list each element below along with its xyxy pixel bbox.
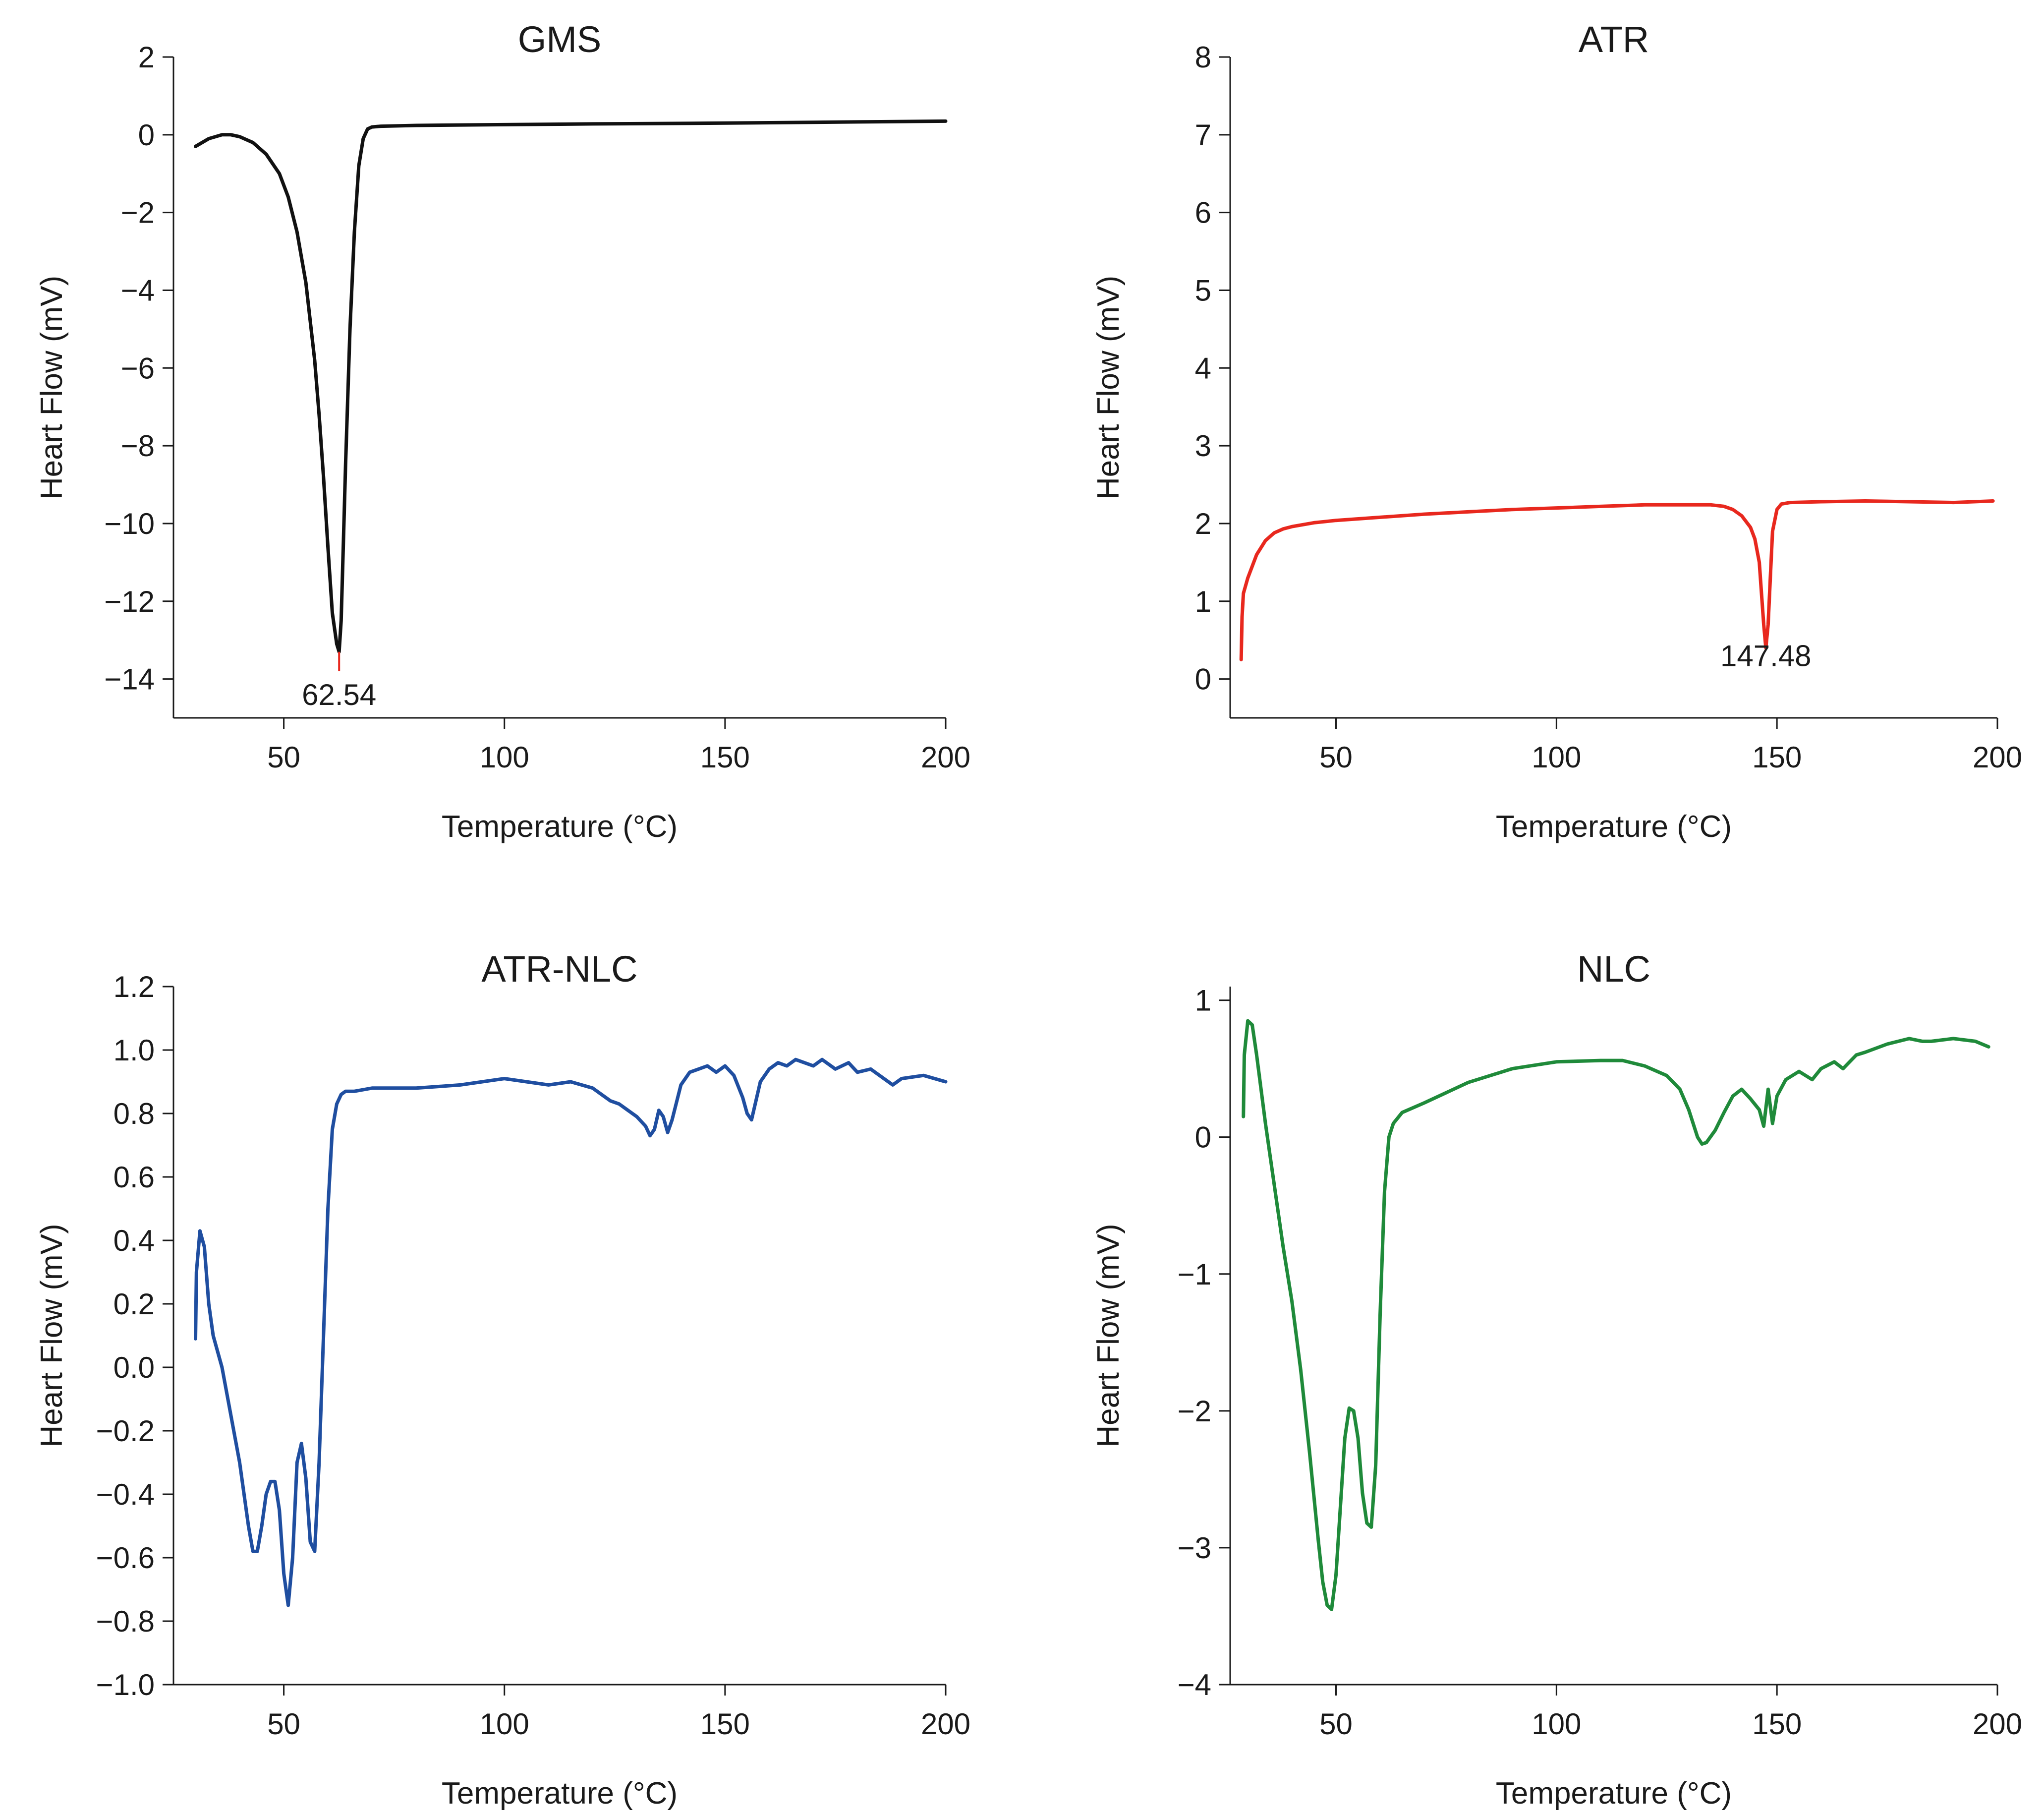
- y-tick-label: −0.8: [96, 1605, 155, 1638]
- x-axis-title: Temperature (°C): [442, 810, 678, 844]
- y-tick-label: −4: [1178, 1668, 1211, 1701]
- x-tick-label: 200: [921, 1707, 970, 1741]
- y-tick-label: −0.4: [96, 1478, 155, 1511]
- y-tick-label: 1.2: [114, 970, 155, 1003]
- x-tick-label: 50: [267, 741, 300, 774]
- y-axis-title: Heart Flow (mV): [1091, 276, 1126, 499]
- series-line-gms: [194, 119, 948, 654]
- x-tick-label: 150: [700, 1707, 750, 1741]
- x-tick-label: 100: [1532, 1707, 1581, 1741]
- y-tick-label: 0.2: [114, 1288, 155, 1321]
- y-tick-label: 1: [1195, 984, 1211, 1017]
- peak-label: 62.54: [302, 678, 376, 711]
- x-axis-title: Temperature (°C): [1496, 810, 1732, 844]
- y-tick-label: −12: [104, 585, 155, 618]
- chart-title: GMS: [518, 19, 602, 60]
- x-tick-label: 200: [1973, 741, 2022, 774]
- chart-panel-atr: ATR 8 7 6 5 4 3 2 1 0 50 100 150 200 Temperature (°C) H…: [1091, 19, 2022, 844]
- x-tick-label: 200: [921, 741, 970, 774]
- x-tick-label: 200: [1973, 1707, 2022, 1741]
- chart-title: ATR: [1579, 19, 1649, 60]
- y-tick-label: 0.0: [114, 1351, 155, 1384]
- chart-panel-atr-nlc: ATR-NLC 1.2 1.0 0.8 0.6 0.4 0.2 0.0 −0.2 −0.4 −0.6…: [35, 948, 970, 1811]
- series-line-nlc: [1242, 1019, 1990, 1611]
- x-tick-label: 50: [1319, 741, 1353, 774]
- y-tick-label: −1: [1178, 1258, 1211, 1291]
- y-tick-label: 6: [1195, 196, 1211, 230]
- x-tick-label: 50: [1319, 1707, 1353, 1741]
- series-line-atr-nlc: [194, 1057, 948, 1607]
- chart-title: ATR-NLC: [481, 948, 637, 990]
- y-tick-label: −4: [121, 274, 155, 307]
- y-axis-title: Heart Flow (mV): [1091, 1224, 1126, 1447]
- y-tick-label: −0.2: [96, 1414, 155, 1448]
- y-axis-title: Heart Flow (mV): [35, 276, 69, 499]
- y-tick-label: −2: [1178, 1395, 1211, 1428]
- x-tick-label: 150: [1752, 1707, 1802, 1741]
- y-tick-label: 0: [1195, 663, 1211, 696]
- chart-panel-gms: GMS 2 0 −2 −4 −6 −8 −10 −12 −14 50 100 150 200 Tempera…: [35, 19, 970, 844]
- y-tick-label: −0.6: [96, 1541, 155, 1575]
- y-axis-title: Heart Flow (mV): [35, 1224, 69, 1447]
- y-tick-label: 4: [1195, 351, 1211, 385]
- peak-label: 147.48: [1720, 639, 1812, 672]
- y-tick-label: −3: [1178, 1531, 1211, 1565]
- series-line-atr: [1239, 499, 1995, 661]
- y-tick-label: 1: [1195, 585, 1211, 618]
- y-tick-label: 3: [1195, 429, 1211, 463]
- y-tick-label: −1.0: [96, 1668, 155, 1701]
- y-tick-label: 2: [1195, 507, 1211, 540]
- x-tick-label: 100: [1532, 741, 1581, 774]
- x-tick-label: 150: [1752, 741, 1802, 774]
- y-tick-label: −2: [121, 196, 155, 230]
- y-tick-label: −6: [121, 351, 155, 385]
- y-tick-label: 7: [1195, 118, 1211, 152]
- y-tick-label: −10: [104, 507, 155, 540]
- y-tick-label: 0: [1195, 1121, 1211, 1154]
- y-tick-label: 2: [138, 41, 155, 74]
- x-tick-label: 150: [700, 741, 750, 774]
- y-tick-label: 1.0: [114, 1034, 155, 1067]
- y-tick-label: 0.8: [114, 1097, 155, 1130]
- y-tick-label: −14: [104, 663, 155, 696]
- chart-title: NLC: [1577, 948, 1650, 990]
- y-tick-label: 5: [1195, 274, 1211, 307]
- y-tick-label: 8: [1195, 41, 1211, 74]
- x-axis-title: Temperature (°C): [1496, 1776, 1732, 1811]
- chart-panel-nlc: NLC 1 0 −1 −2 −3 −4 50 100 150 200 Temperature (°C)…: [1091, 948, 2022, 1811]
- x-axis-title: Temperature (°C): [442, 1776, 678, 1811]
- x-tick-label: 100: [480, 741, 529, 774]
- y-tick-label: 0: [138, 118, 155, 152]
- x-tick-label: 50: [267, 1707, 300, 1741]
- y-tick-label: 0.6: [114, 1161, 155, 1194]
- y-tick-label: 0.4: [114, 1224, 155, 1257]
- x-tick-label: 100: [480, 1707, 529, 1741]
- y-tick-label: −8: [121, 429, 155, 463]
